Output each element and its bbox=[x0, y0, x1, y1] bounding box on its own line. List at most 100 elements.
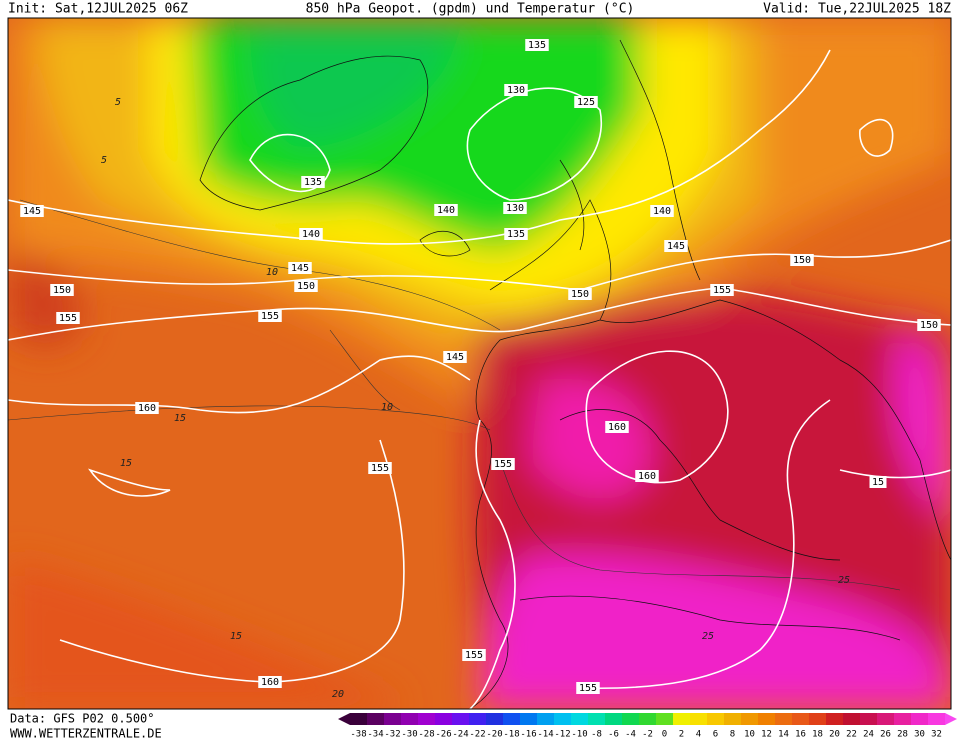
temperature-label: 10 bbox=[266, 267, 278, 278]
geopotential-label: 140 bbox=[653, 206, 671, 217]
scale-swatch bbox=[860, 713, 878, 725]
map-frame bbox=[7, 17, 952, 710]
geopotential-label-box bbox=[299, 228, 323, 240]
scale-label: 30 bbox=[914, 730, 925, 740]
geopotential-label: 135 bbox=[304, 177, 322, 188]
geopotential-label: 155 bbox=[261, 311, 279, 322]
scale-label: -28 bbox=[418, 730, 434, 740]
geopotential-label-box bbox=[20, 205, 44, 217]
geopotential-label-box bbox=[576, 682, 600, 694]
map-labels: 135 130 125 135 145 140 130 140 140 135 145 150 145 1… bbox=[20, 39, 941, 700]
scale-swatch bbox=[503, 713, 521, 725]
scale-swatch bbox=[537, 713, 555, 725]
temperature-label: 25 bbox=[838, 575, 850, 586]
data-source: Data: GFS P02 0.500° bbox=[10, 712, 155, 726]
scale-swatch bbox=[367, 713, 385, 725]
scale-swatch bbox=[741, 713, 759, 725]
geopotential-label: 160 bbox=[138, 403, 156, 414]
scale-swatch bbox=[792, 713, 810, 725]
scale-swatch bbox=[656, 713, 674, 725]
geopotential-label-box bbox=[917, 319, 941, 331]
geopotential-label: 125 bbox=[577, 97, 595, 108]
map-title: 850 hPa Geopot. (gpdm) und Temperatur (°… bbox=[306, 2, 635, 17]
scale-arrow-left bbox=[338, 713, 350, 725]
map: 135 130 125 135 145 140 130 140 140 135 145 150 145 1… bbox=[8, 18, 951, 709]
scale-swatch bbox=[843, 713, 861, 725]
scale-swatch bbox=[758, 713, 776, 725]
scale-label: -22 bbox=[469, 730, 485, 740]
geopotential-label-box bbox=[258, 310, 282, 322]
scale-label: 26 bbox=[880, 730, 891, 740]
geopotential-label: 150 bbox=[793, 255, 811, 266]
scale-swatch bbox=[401, 713, 419, 725]
geopotential-label: 155 bbox=[465, 650, 483, 661]
scale-label: 22 bbox=[846, 730, 857, 740]
geopotential-label: 145 bbox=[23, 206, 41, 217]
geopotential-label-box bbox=[503, 202, 527, 214]
scale-swatch bbox=[384, 713, 402, 725]
geopotential-label-box bbox=[869, 476, 887, 488]
scale-label: 16 bbox=[795, 730, 806, 740]
scale-swatch bbox=[554, 713, 572, 725]
website: WWW.WETTERZENTRALE.DE bbox=[10, 727, 162, 741]
scale-label: -6 bbox=[608, 730, 619, 740]
scale-label: 12 bbox=[761, 730, 772, 740]
geopotential-label: 155 bbox=[494, 459, 512, 470]
temperature-label: 25 bbox=[702, 631, 714, 642]
geopotential-label-box bbox=[368, 462, 392, 474]
temperature-label: 20 bbox=[332, 689, 344, 700]
scale-label: 18 bbox=[812, 730, 823, 740]
geopotential-label: 155 bbox=[579, 683, 597, 694]
scale-label: -2 bbox=[642, 730, 653, 740]
scale-label: -10 bbox=[571, 730, 587, 740]
scale-swatch bbox=[486, 713, 504, 725]
scale-label: -24 bbox=[452, 730, 468, 740]
scale-label: -26 bbox=[435, 730, 451, 740]
scale-swatch bbox=[622, 713, 640, 725]
scale-swatch bbox=[775, 713, 793, 725]
geopotential-label-box bbox=[491, 458, 515, 470]
geopotential-label-box bbox=[664, 240, 688, 252]
scale-arrow-right bbox=[945, 713, 957, 725]
scale-swatch bbox=[809, 713, 827, 725]
geopotential-label: 145 bbox=[291, 263, 309, 274]
scale-swatch bbox=[639, 713, 657, 725]
scale-label: -12 bbox=[554, 730, 570, 740]
temperature-label: 5 bbox=[115, 97, 121, 108]
scale-swatch bbox=[826, 713, 844, 725]
scale-swatch bbox=[571, 713, 589, 725]
temperature-label: 15 bbox=[174, 413, 186, 424]
geopotential-label-box bbox=[56, 312, 80, 324]
scale-swatch bbox=[928, 713, 946, 725]
scale-label: -18 bbox=[503, 730, 519, 740]
geopotential-label-box bbox=[710, 284, 734, 296]
geopotential-label: 160 bbox=[638, 471, 656, 482]
geopotential-label: 145 bbox=[667, 241, 685, 252]
geopotential-label: 140 bbox=[302, 229, 320, 240]
scale-label: 10 bbox=[744, 730, 755, 740]
geopotential-label: 135 bbox=[528, 40, 546, 51]
scale-swatch bbox=[520, 713, 538, 725]
scale-label: -38 bbox=[350, 730, 366, 740]
geopotential-label: 155 bbox=[713, 285, 731, 296]
scale-swatch bbox=[418, 713, 436, 725]
scale-label: -8 bbox=[591, 730, 602, 740]
scale-swatch bbox=[673, 713, 691, 725]
scale-label: 14 bbox=[778, 730, 789, 740]
geopotential-label: 140 bbox=[437, 205, 455, 216]
scale-swatch bbox=[588, 713, 606, 725]
temperature-label: 15 bbox=[230, 631, 242, 642]
geopotential-label-box bbox=[574, 96, 598, 108]
geopotential-label-box bbox=[462, 649, 486, 661]
scale-swatch bbox=[452, 713, 470, 725]
scale-label: -20 bbox=[486, 730, 502, 740]
scale-label: 32 bbox=[931, 730, 942, 740]
init-time: Init: Sat,12JUL2025 06Z bbox=[8, 2, 188, 17]
geopotential-label-box bbox=[504, 84, 528, 96]
scale-label: -14 bbox=[537, 730, 553, 740]
geopotential-label: 130 bbox=[507, 85, 525, 96]
geopotential-label-box bbox=[504, 228, 528, 240]
geopotential-label: 160 bbox=[608, 422, 626, 433]
